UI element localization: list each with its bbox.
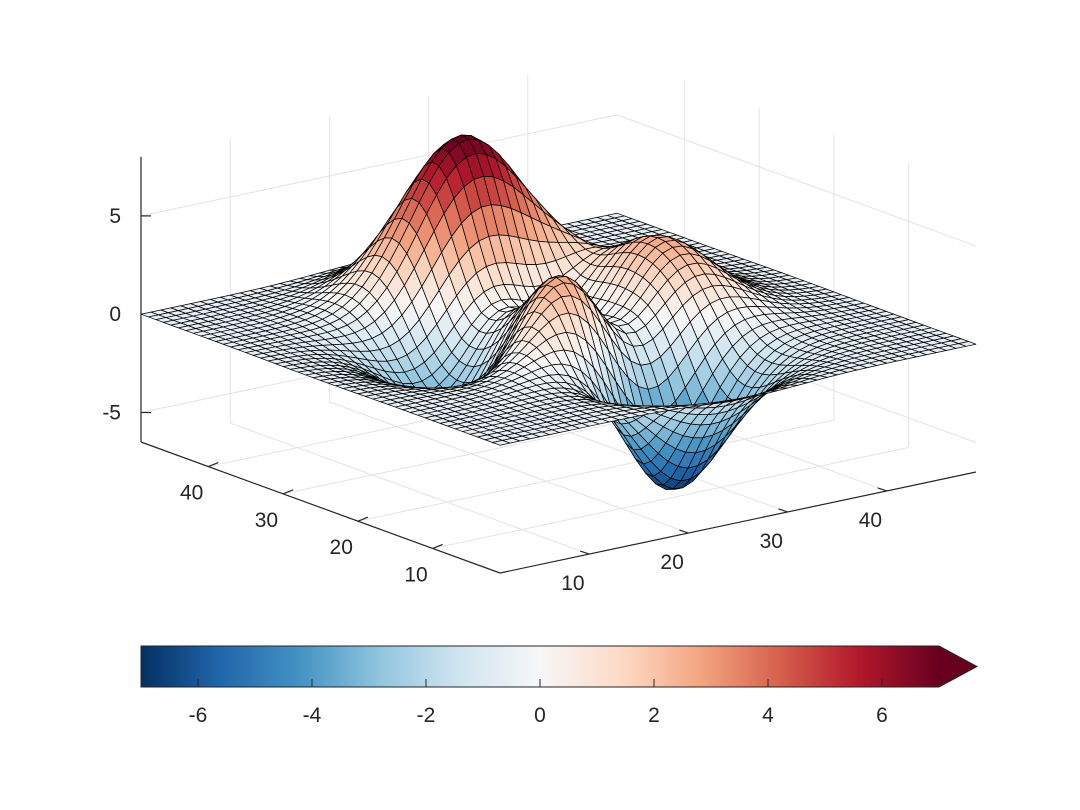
colorbar-tick-label: 4 [762,704,774,727]
colorbar: -6 -4 -2 0 2 4 6 [140,645,979,727]
z-tick-labels: -5 0 5 [102,205,121,425]
surface-mesh [140,134,977,490]
z-tick-label: 5 [109,205,121,228]
y-tick-mark [208,462,219,468]
x-tick-mark [877,487,887,492]
x-tick-label: 40 [859,509,882,532]
grid-line [357,419,834,522]
surface-face [492,439,511,446]
colorbar-gradient [140,645,979,688]
y-tick-mark [282,489,294,495]
colorbar-ticks: -6 -4 -2 0 2 4 6 [189,704,888,727]
y-tick-label: 20 [330,536,353,559]
y-tick-mark [432,543,443,549]
grid-line [140,114,618,217]
y-tick-mark [357,516,369,522]
colorbar-outline [140,645,979,688]
y-axis-line [140,441,501,574]
colorbar-tick-label: -6 [189,704,208,727]
x-tick-label: 10 [561,572,584,595]
y-tick-label: 40 [180,482,203,505]
x-tick-mark [778,508,788,513]
colorbar-extend-arrow [939,646,977,687]
x-tick-mark [580,550,590,555]
z-tick-label: 0 [109,303,121,326]
z-tick-label: -5 [102,402,121,425]
grid-line [329,401,689,534]
x-tick-labels: 10 20 30 40 [561,509,882,595]
y-tick-label: 10 [404,563,427,586]
x-tick-label: 30 [760,530,783,553]
grid-line [432,446,909,549]
colorbar-tick-label: 6 [876,704,888,727]
y-tick-labels: 10 20 30 40 [180,482,428,587]
colorbar-tick-label: 2 [648,704,660,727]
grid-line [616,114,977,247]
x-axis-line [499,471,977,574]
axes [140,156,977,574]
x-tick-mark [679,529,689,534]
grid-line [230,422,590,555]
colorbar-tick-label: -4 [303,704,322,727]
y-tick-label: 30 [255,509,278,532]
colorbar-tick-label: -2 [417,704,436,727]
x-tick-label: 20 [660,551,683,574]
colorbar-tick-label: 0 [534,704,546,727]
